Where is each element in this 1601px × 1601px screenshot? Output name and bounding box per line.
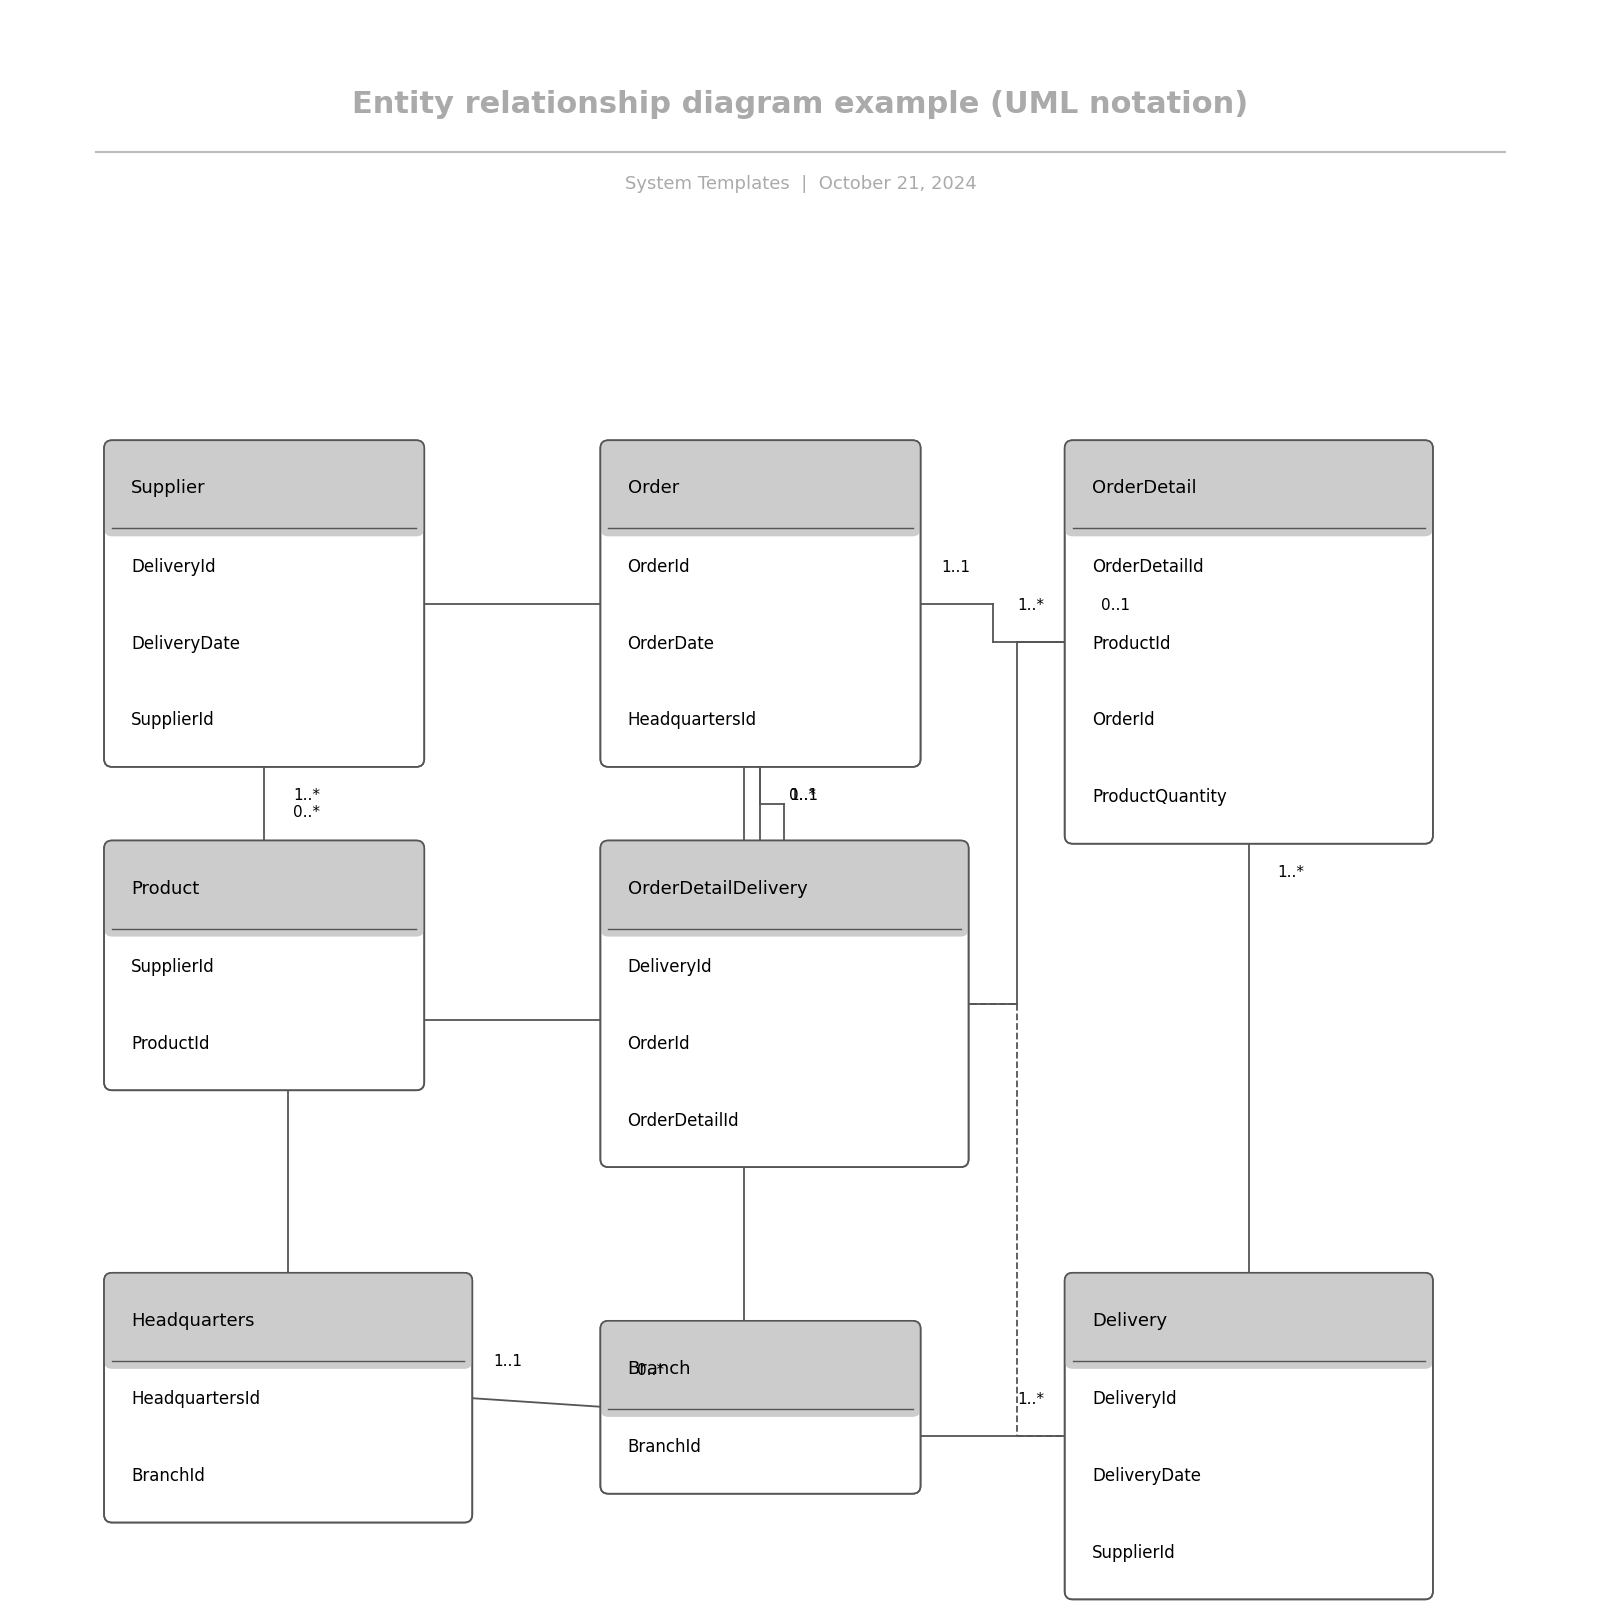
- Text: HeadquartersId: HeadquartersId: [131, 1390, 261, 1409]
- Text: Product: Product: [131, 879, 200, 898]
- Text: OrderDetailId: OrderDetailId: [628, 1111, 740, 1130]
- Text: 1..*: 1..*: [1017, 599, 1044, 613]
- FancyBboxPatch shape: [600, 1321, 921, 1494]
- Text: BranchId: BranchId: [628, 1438, 701, 1457]
- FancyBboxPatch shape: [1065, 1273, 1433, 1599]
- FancyBboxPatch shape: [104, 841, 424, 937]
- Text: OrderId: OrderId: [628, 1034, 690, 1053]
- Text: HeadquartersId: HeadquartersId: [628, 711, 757, 730]
- FancyBboxPatch shape: [1065, 1273, 1433, 1369]
- Text: OrderDate: OrderDate: [628, 634, 714, 653]
- Text: ProductQuantity: ProductQuantity: [1092, 788, 1226, 807]
- Text: BranchId: BranchId: [131, 1467, 205, 1486]
- Text: OrderDetailDelivery: OrderDetailDelivery: [628, 879, 807, 898]
- Text: Branch: Branch: [628, 1359, 692, 1378]
- Text: DeliveryId: DeliveryId: [131, 557, 216, 576]
- Text: Delivery: Delivery: [1092, 1311, 1167, 1330]
- Text: 1..*: 1..*: [1278, 865, 1305, 879]
- Text: 1..1: 1..1: [493, 1354, 522, 1369]
- FancyBboxPatch shape: [600, 440, 921, 536]
- Text: OrderId: OrderId: [628, 557, 690, 576]
- FancyBboxPatch shape: [600, 841, 969, 1167]
- Text: Entity relationship diagram example (UML notation): Entity relationship diagram example (UML…: [352, 90, 1249, 118]
- Text: OrderDetail: OrderDetail: [1092, 479, 1196, 498]
- Text: DeliveryId: DeliveryId: [1092, 1390, 1177, 1409]
- FancyBboxPatch shape: [104, 440, 424, 767]
- Text: Order: Order: [628, 479, 679, 498]
- Text: SupplierId: SupplierId: [131, 711, 215, 730]
- Text: ProductId: ProductId: [1092, 634, 1170, 653]
- Text: 1..*: 1..*: [1017, 1393, 1044, 1407]
- Text: 0..*: 0..*: [293, 805, 320, 820]
- FancyBboxPatch shape: [1065, 440, 1433, 844]
- Text: System Templates  |  October 21, 2024: System Templates | October 21, 2024: [624, 175, 977, 194]
- Text: SupplierId: SupplierId: [131, 957, 215, 977]
- Text: 1..*: 1..*: [293, 788, 320, 802]
- Text: 0..*: 0..*: [789, 788, 817, 802]
- Text: DeliveryDate: DeliveryDate: [131, 634, 240, 653]
- FancyBboxPatch shape: [600, 1321, 921, 1417]
- Text: 0..*: 0..*: [637, 1364, 664, 1378]
- Text: ProductId: ProductId: [131, 1034, 210, 1053]
- FancyBboxPatch shape: [104, 440, 424, 536]
- Text: Headquarters: Headquarters: [131, 1311, 255, 1330]
- Text: SupplierId: SupplierId: [1092, 1543, 1175, 1563]
- FancyBboxPatch shape: [104, 1273, 472, 1523]
- Text: 1..1: 1..1: [789, 788, 818, 802]
- FancyBboxPatch shape: [600, 841, 969, 937]
- Text: DeliveryDate: DeliveryDate: [1092, 1467, 1201, 1486]
- Text: 1..1: 1..1: [941, 560, 970, 575]
- FancyBboxPatch shape: [1065, 440, 1433, 536]
- FancyBboxPatch shape: [600, 440, 921, 767]
- FancyBboxPatch shape: [104, 841, 424, 1090]
- FancyBboxPatch shape: [104, 1273, 472, 1369]
- Text: DeliveryId: DeliveryId: [628, 957, 712, 977]
- Text: 0..1: 0..1: [1101, 599, 1130, 613]
- Text: Supplier: Supplier: [131, 479, 207, 498]
- Text: OrderDetailId: OrderDetailId: [1092, 557, 1204, 576]
- Text: OrderId: OrderId: [1092, 711, 1154, 730]
